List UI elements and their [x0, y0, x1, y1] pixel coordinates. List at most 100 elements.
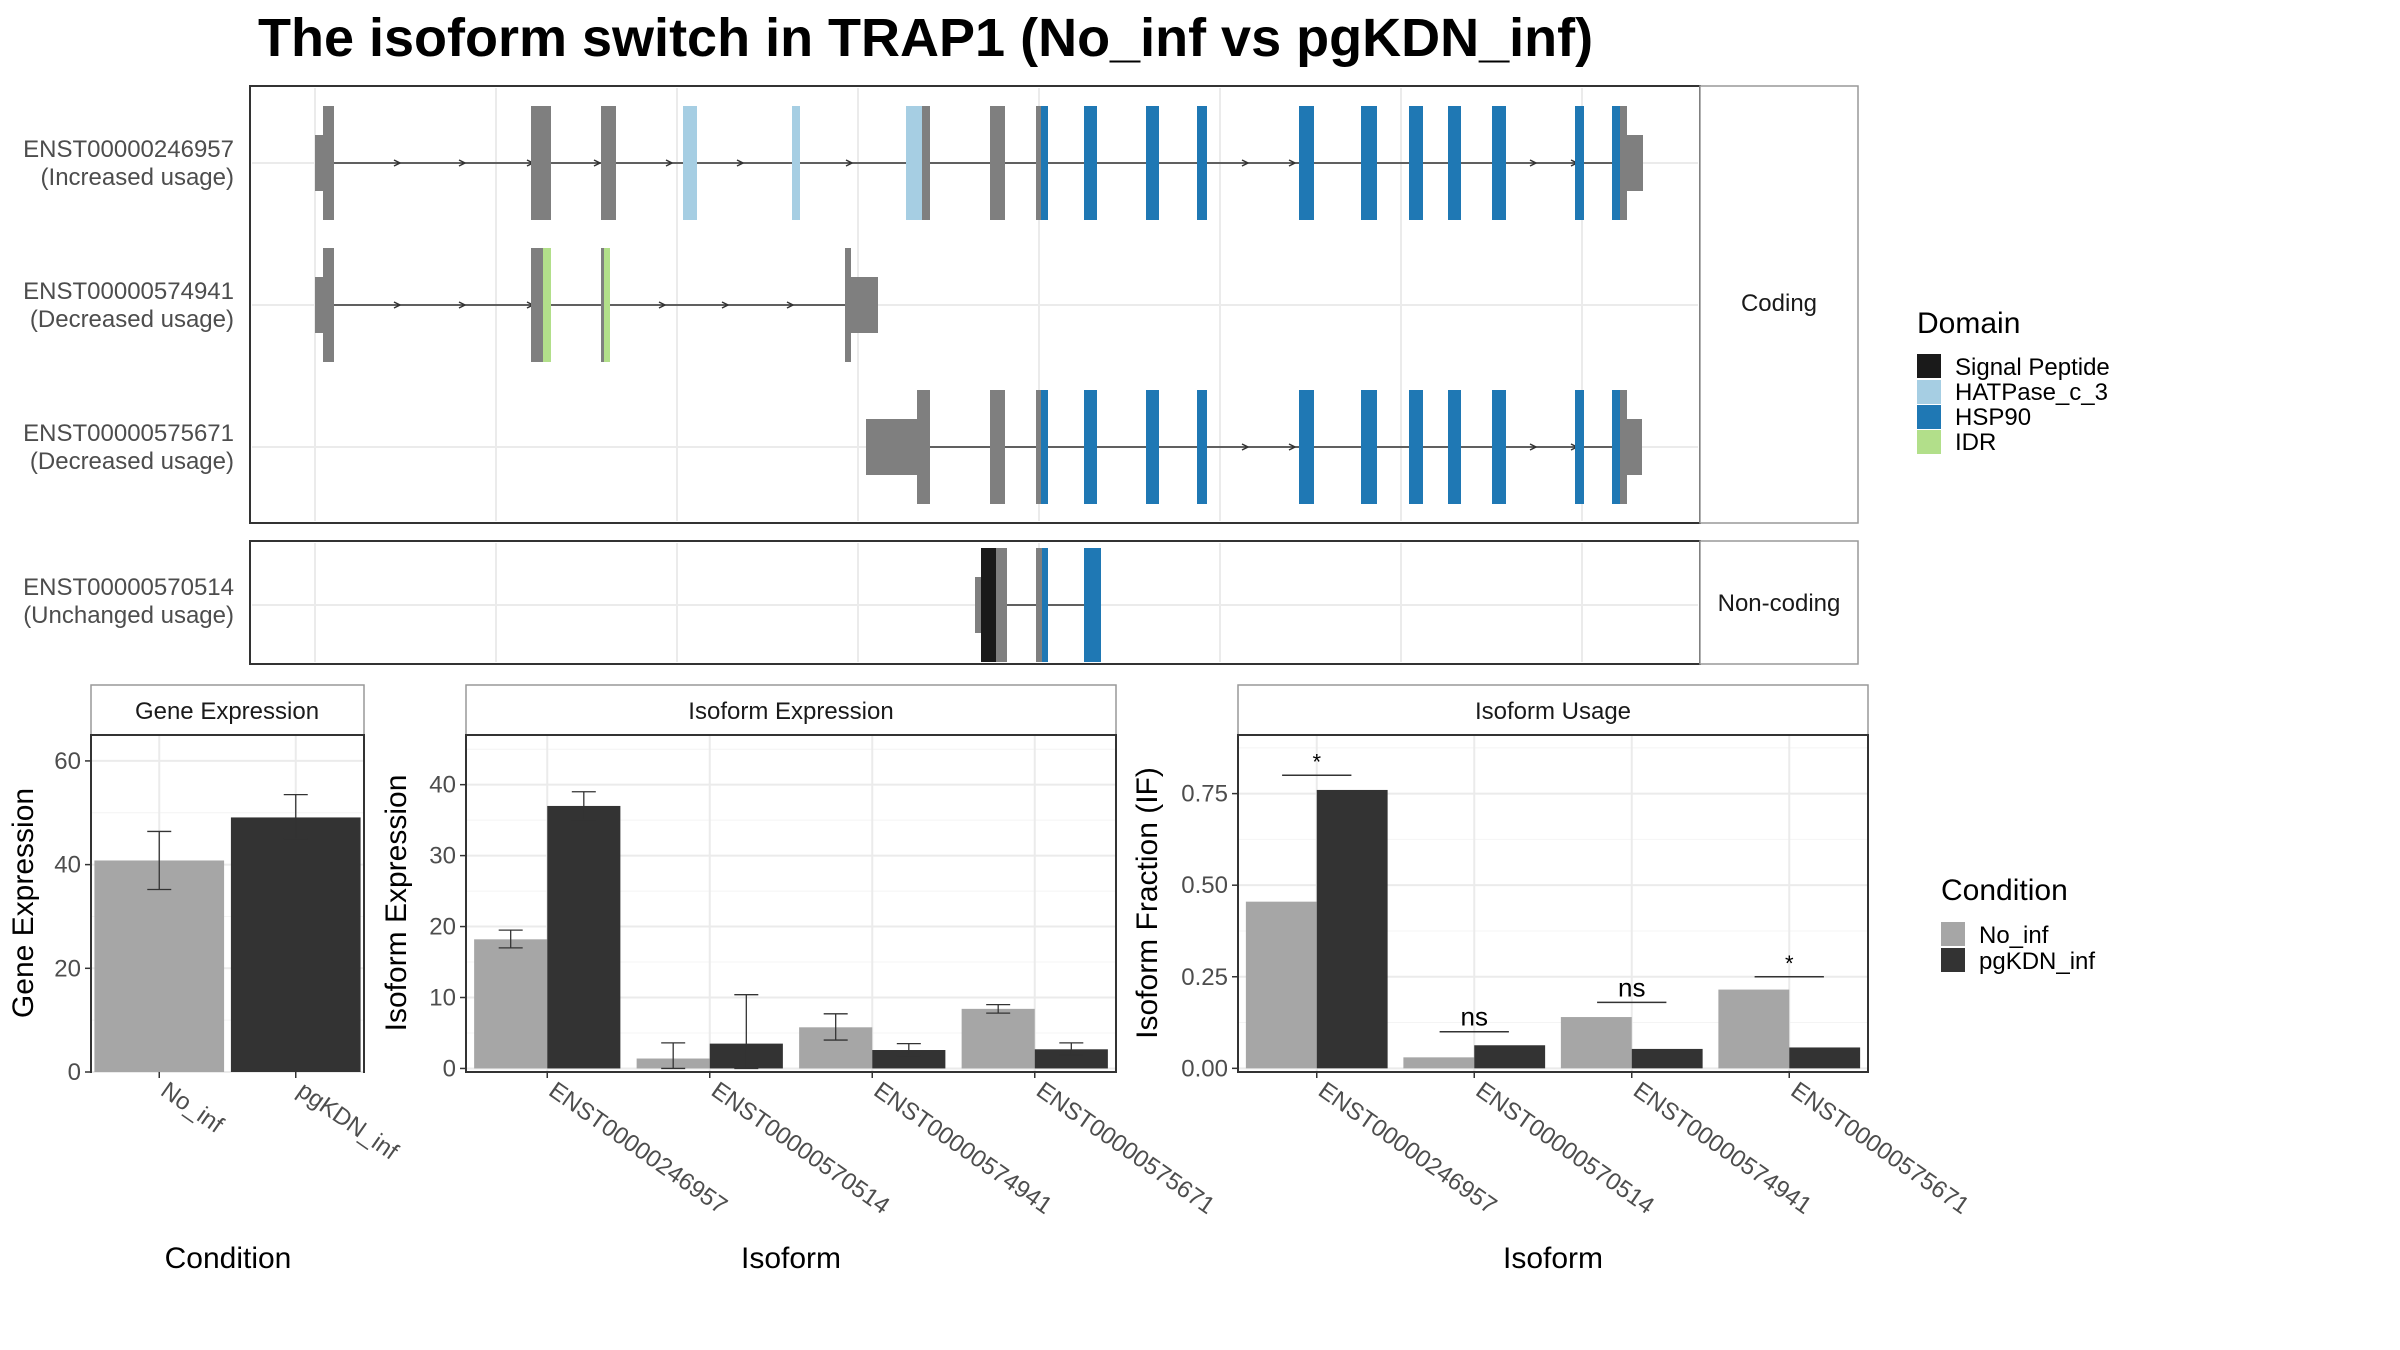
y-tick-label: 0: [68, 1059, 81, 1086]
exon-block: [1612, 390, 1620, 504]
exon-block: [922, 106, 930, 220]
legend-label-no-inf: No_inf: [1979, 922, 2049, 949]
bar: [1560, 1017, 1632, 1069]
isoform-label-2-id: ENST00000574941: [23, 278, 234, 305]
exon-block: [1492, 106, 1506, 220]
bar: [1474, 1045, 1546, 1069]
exon-block: [1036, 548, 1042, 662]
y-tick-label: 20: [54, 955, 81, 982]
intron-direction-arrow: [393, 159, 402, 167]
exon-block: [792, 106, 800, 220]
exon-block: [1361, 106, 1377, 220]
isoform-structure-plot: Coding Non-coding ENST00000246957 (Incre…: [23, 85, 1859, 665]
exon-block: [315, 277, 323, 333]
intron-direction-arrow: [393, 301, 402, 309]
intron-direction-arrow: [458, 301, 467, 309]
bar: [1789, 1047, 1861, 1069]
significance-label: *: [1785, 951, 1794, 976]
y-tick-label: 40: [54, 852, 81, 879]
intron-direction-arrow: [1529, 159, 1538, 167]
isoform-expression-title: Isoform Expression: [688, 698, 893, 725]
intron-direction-arrow: [1288, 159, 1297, 167]
exon-block: [1627, 135, 1643, 191]
exon-block: [1620, 390, 1627, 504]
condition-legend: Condition No_inf pgKDN_inf: [1941, 874, 2095, 975]
y-tick-label: 0: [443, 1055, 456, 1082]
y-tick-label: 20: [429, 914, 456, 941]
coding-strip: [1699, 85, 1859, 524]
exon-block: [1146, 390, 1159, 504]
exon-block: [1448, 106, 1461, 220]
exon-block: [1042, 548, 1048, 662]
isoform-label-1-note: (Increased usage): [41, 164, 234, 191]
isoform-expression-strip: [465, 684, 1117, 736]
isoform-label-3-id: ENST00000575671: [23, 420, 234, 447]
exon-block: [1036, 106, 1041, 220]
x-tick-label: ENST00000246957: [544, 1077, 732, 1220]
exon-block: [531, 248, 543, 362]
isoform-expression-chart: Isoform Expression 0 10 20 30 40 ENST00000246…: [380, 684, 1220, 1275]
bar: [94, 860, 225, 1072]
exon-block: [990, 106, 1005, 220]
exon-block: [845, 248, 851, 362]
y-tick-label: 40: [429, 772, 456, 799]
y-tick-label: 60: [54, 748, 81, 775]
exon-block: [906, 106, 922, 220]
legend-swatch-hsp90: [1917, 405, 1941, 429]
legend-label-signal-peptide: Signal Peptide: [1955, 354, 2110, 381]
exon-block: [604, 248, 610, 362]
exon-block: [601, 106, 616, 220]
isoform-label-1-id: ENST00000246957: [23, 136, 234, 163]
exon-block: [1409, 390, 1423, 504]
bar: [474, 939, 548, 1069]
intron-direction-arrow: [721, 301, 730, 309]
isoform-usage-strip: [1237, 684, 1869, 736]
significance-label: *: [1312, 749, 1321, 774]
gene-expression-strip: [90, 684, 365, 736]
bar: [547, 805, 621, 1069]
coding-strip-label: Coding: [1741, 290, 1817, 317]
exon-block: [851, 277, 878, 333]
x-tick-label: ENST00000574941: [869, 1077, 1057, 1220]
exon-block: [917, 390, 930, 504]
intron-direction-arrow: [1529, 443, 1538, 451]
gene-expression-xlabel: Condition: [165, 1242, 292, 1275]
bar: [1034, 1049, 1108, 1069]
exon-block: [1197, 106, 1207, 220]
intron-direction-arrow: [1241, 443, 1250, 451]
bar: [961, 1008, 1035, 1069]
gene-expression-chart: Gene Expression 0 20 40 60 No_inf pgKDN_inf C…: [7, 684, 403, 1275]
exon-block: [1492, 390, 1506, 504]
bar: [1718, 989, 1790, 1069]
exon-block: [1299, 106, 1314, 220]
exon-block: [1197, 390, 1207, 504]
exon-block: [1612, 106, 1620, 220]
exon-block: [323, 106, 334, 220]
legend-swatch-idr: [1917, 430, 1941, 454]
y-tick-label: 30: [429, 843, 456, 870]
x-tick-label: ENST00000575671: [1031, 1077, 1219, 1220]
intron-direction-arrow: [658, 301, 667, 309]
bar: [1631, 1048, 1703, 1069]
exon-block: [1620, 106, 1627, 220]
intron-direction-arrow: [458, 159, 467, 167]
intron-direction-arrow: [593, 159, 602, 167]
exon-block: [1041, 106, 1048, 220]
legend-label-pgkdn-inf: pgKDN_inf: [1979, 948, 2095, 975]
isoform-label-2-note: (Decreased usage): [30, 306, 234, 333]
exon-block: [1084, 548, 1101, 662]
exon-block: [1041, 390, 1048, 504]
bar: [1403, 1057, 1475, 1069]
intron-direction-arrow: [736, 159, 745, 167]
x-tick-label: No_inf: [156, 1077, 229, 1139]
noncoding-strip-label: Non-coding: [1718, 590, 1841, 617]
condition-legend-title: Condition: [1941, 874, 2068, 907]
domain-legend-title: Domain: [1917, 307, 2020, 340]
structure-shapes: [315, 106, 1643, 662]
intron-direction-arrow: [845, 159, 854, 167]
exon-block: [1575, 390, 1584, 504]
exon-block: [1084, 390, 1097, 504]
exon-block: [323, 248, 334, 362]
isoform-usage-xlabel: Isoform: [1503, 1242, 1603, 1275]
